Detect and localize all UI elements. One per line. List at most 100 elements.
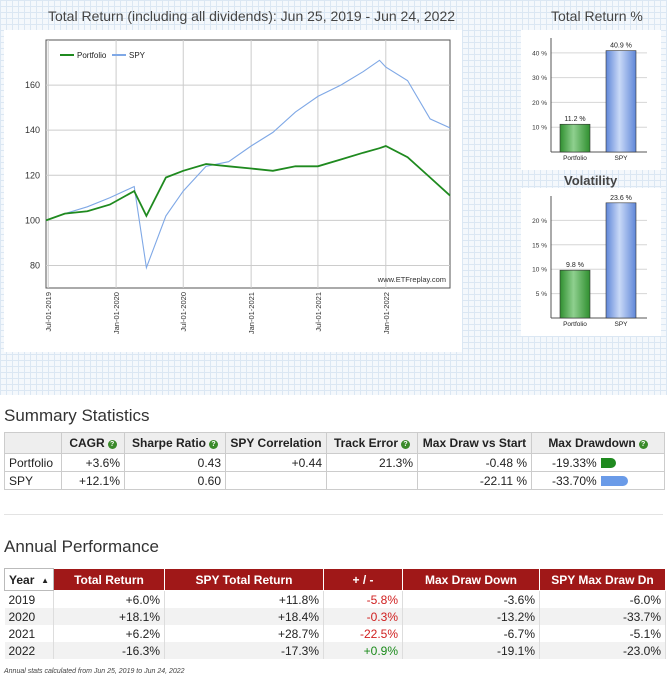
help-icon[interactable]: ? (107, 440, 117, 449)
summary-col-mdd: Max Drawdown? (531, 432, 665, 454)
volatility-panel: 5 % 10 % 15 % 20 % 9.8 % Portfolio 23.6 % SPY (521, 188, 661, 336)
category-label: Portfolio (563, 155, 587, 162)
summary-table: CAGR? Sharpe Ratio? SPY Correlation Trac… (4, 432, 665, 490)
year-cell: 2022 (4, 642, 54, 659)
diff-cell: -22.5% (323, 625, 403, 642)
y-tick-label: 120 (25, 170, 40, 180)
spy-return-cell: -17.3% (164, 642, 324, 659)
corr-header: SPY Correlation (230, 436, 322, 450)
annual-table: Year ▲ Total Return SPY Total Return + /… (4, 568, 666, 659)
data-label: 40.9 % (610, 43, 632, 50)
x-tick-label: Jul-01-2020 (179, 292, 188, 332)
data-label: 9.8 % (566, 262, 584, 269)
year-header: Year (9, 572, 35, 587)
total-return-cell: +6.0% (53, 590, 165, 608)
bar-spy (605, 202, 637, 319)
mdd-cell: -33.70% (531, 471, 665, 490)
corr-value (225, 471, 327, 490)
row-label: SPY (4, 471, 62, 490)
y-tick-label: 80 (30, 260, 40, 270)
summary-col-sharpe: Sharpe Ratio? (124, 432, 226, 454)
y-tick-label: 20 % (532, 100, 547, 107)
table-row: 2021 +6.2% +28.7% -22.5% -6.7% -5.1% (4, 625, 666, 642)
corr-value: +0.44 (225, 453, 327, 472)
col-diff[interactable]: + / - (323, 568, 403, 591)
y-tick-label: 30 % (532, 75, 547, 82)
spy-mdd-cell: -23.0% (539, 642, 666, 659)
main-chart-title: Total Return (including all dividends): … (48, 8, 456, 24)
summary-col-empty (4, 432, 62, 454)
year-column-header[interactable]: Year ▲ (4, 568, 54, 591)
total-return-title: Total Return % (551, 8, 643, 24)
track-value: 21.3% (326, 453, 418, 472)
spy-return-cell: +11.8% (164, 590, 324, 608)
mdvs-value: -22.11 % (417, 471, 532, 490)
x-tick-label: Jan-01-2020 (112, 292, 121, 334)
table-row: 2022 -16.3% -17.3% +0.9% -19.1% -23.0% (4, 642, 666, 659)
mdvs-value: -0.48 % (417, 453, 532, 472)
help-icon[interactable]: ? (209, 440, 218, 449)
track-header: Track Error (333, 436, 399, 450)
diff-cell: -0.3% (323, 608, 403, 625)
help-icon[interactable]: ? (401, 440, 411, 449)
sharpe-header: Sharpe Ratio (131, 436, 206, 450)
y-tick-label: 10 % (532, 267, 547, 274)
mdd-cell: -6.7% (402, 625, 540, 642)
volatility-title: Volatility (564, 173, 618, 188)
annual-title: Annual Performance (4, 537, 159, 556)
summary-col-mdvs: Max Draw vs Start (417, 432, 532, 454)
sharpe-value: 0.60 (124, 471, 226, 490)
total-return-cell: +6.2% (53, 625, 165, 642)
annual-header-row: Year ▲ Total Return SPY Total Return + /… (4, 568, 666, 591)
row-label: Portfolio (4, 453, 62, 472)
sort-asc-icon: ▲ (41, 575, 49, 585)
mdd-header: Max Drawdown (548, 436, 636, 450)
bar-spy (605, 50, 637, 153)
summary-col-cagr: CAGR? (61, 432, 125, 454)
mdd-cell: -19.1% (402, 642, 540, 659)
spy-return-cell: +18.4% (164, 608, 324, 625)
series-line-spy (45, 59, 451, 270)
watermark: www.ETFreplay.com (377, 275, 446, 284)
legend-label: SPY (129, 51, 146, 60)
mdd-value: -33.70% (552, 473, 597, 488)
cagr-header: CAGR (69, 436, 105, 450)
category-label: SPY (614, 321, 628, 328)
col-total-return[interactable]: Total Return (53, 568, 165, 591)
sharpe-value: 0.43 (124, 453, 226, 472)
summary-row-portfolio: Portfolio +3.6% 0.43 +0.44 21.3% -0.48 %… (4, 453, 665, 472)
help-icon[interactable]: ? (638, 440, 648, 449)
col-spy-total-return[interactable]: SPY Total Return (164, 568, 324, 591)
summary-header-row: CAGR? Sharpe Ratio? SPY Correlation Trac… (4, 432, 665, 454)
diff-cell: -5.8% (323, 590, 403, 608)
data-label: 11.2 % (564, 116, 585, 123)
y-tick-label: 10 % (532, 125, 547, 132)
y-tick-label: 20 % (532, 218, 547, 225)
total-return-panel: 10 % 20 % 30 % 40 % 11.2 % Portfolio 40.9 % SPY (521, 30, 661, 170)
y-tick-label: 40 % (532, 50, 547, 57)
year-cell: 2020 (4, 608, 54, 625)
y-tick-label: 15 % (532, 242, 547, 249)
spy-mdd-cell: -6.0% (539, 590, 666, 608)
y-tick-label: 140 (25, 125, 40, 135)
mdd-cell: -3.6% (402, 590, 540, 608)
y-tick-label: 5 % (536, 291, 547, 298)
mdd-cell: -13.2% (402, 608, 540, 625)
main-chart-panel: 80 100 120 140 160 Jul-01-2019 Jan-01-2020 Jul-… (4, 30, 462, 352)
col-spy-max-draw-dn[interactable]: SPY Max Draw Dn (539, 568, 666, 591)
year-cell: 2021 (4, 625, 54, 642)
y-tick-label: 100 (25, 215, 40, 225)
col-max-draw-down[interactable]: Max Draw Down (402, 568, 540, 591)
summary-row-spy: SPY +12.1% 0.60 -22.11 % -33.70% (4, 471, 665, 490)
x-tick-label: Jul-01-2021 (314, 292, 323, 332)
year-cell: 2019 (4, 590, 54, 608)
plot-area (45, 39, 451, 289)
summary-col-corr: SPY Correlation (225, 432, 327, 454)
divider (4, 514, 663, 515)
diff-cell: +0.9% (323, 642, 403, 659)
spy-mdd-cell: -5.1% (539, 625, 666, 642)
series-line-portfolio (45, 145, 451, 222)
total-return-cell: +18.1% (53, 608, 165, 625)
table-row: 2019 +6.0% +11.8% -5.8% -3.6% -6.0% (4, 590, 666, 608)
cagr-value: +3.6% (61, 453, 125, 472)
